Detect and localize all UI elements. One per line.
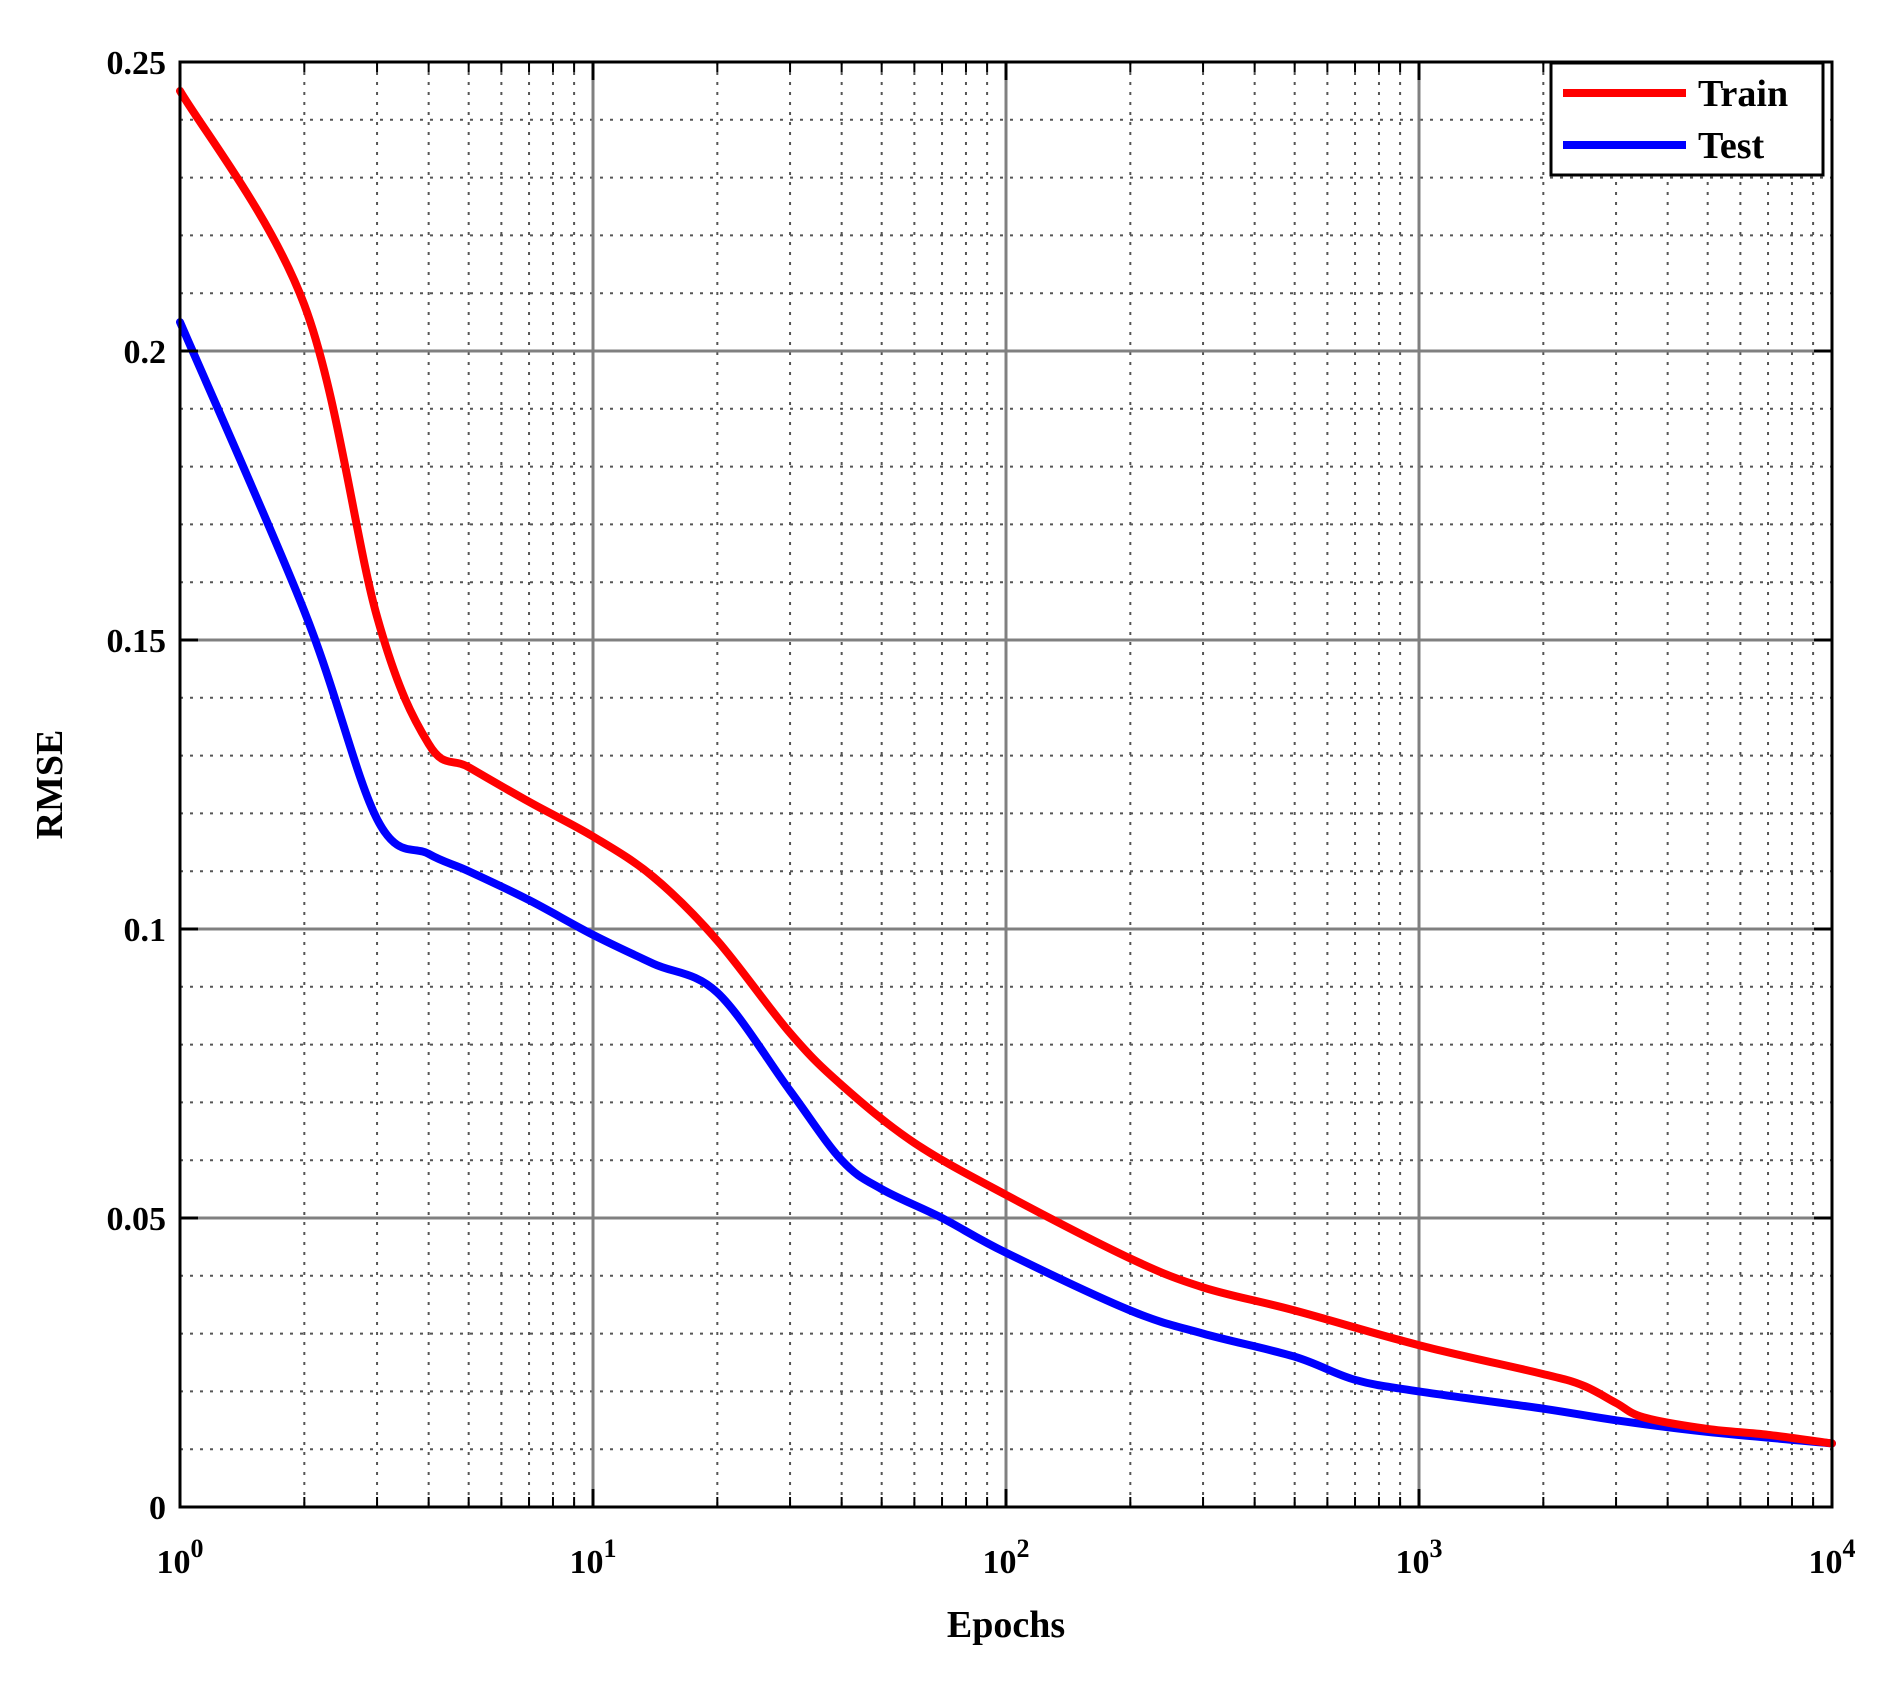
grid [178,60,1834,1509]
x-tick-exponent: 3 [1430,1534,1443,1563]
y-tick-label: 0.2 [124,334,167,371]
y-tick-label: 0.25 [107,45,167,82]
x-tick-exponent: 1 [604,1534,617,1563]
x-tick-label: 100 [157,1534,204,1581]
y-axis-title: RMSE [29,730,71,840]
x-tick-label: 104 [1809,1534,1856,1581]
x-tick-base: 10 [1809,1544,1843,1581]
x-tick-label: 101 [570,1534,617,1581]
series-line-train [176,86,1836,1448]
legend-label-train: Train [1698,73,1788,115]
y-tick-label: 0 [149,1490,166,1527]
y-tick-label: 0.05 [107,1201,167,1238]
y-tick-label: 0.1 [124,912,167,949]
x-tick-base: 10 [1396,1544,1430,1581]
x-tick-label: 103 [1396,1534,1443,1581]
x-axis-title: Epochs [947,1604,1065,1646]
legend-box [1549,61,1825,177]
legend-label-test: Test [1698,125,1765,167]
data-series [176,86,1836,1448]
series-line-test [176,318,1836,1448]
x-tick-exponent: 4 [1843,1534,1856,1563]
x-tick-exponent: 0 [191,1534,204,1563]
x-tick-exponent: 2 [1017,1534,1030,1563]
y-tick-label: 0.15 [107,623,167,660]
x-tick-label: 102 [983,1534,1030,1581]
x-tick-base: 10 [157,1544,191,1581]
x-tick-base: 10 [570,1544,604,1581]
legend: Train Test [1549,61,1825,177]
x-tick-base: 10 [983,1544,1017,1581]
